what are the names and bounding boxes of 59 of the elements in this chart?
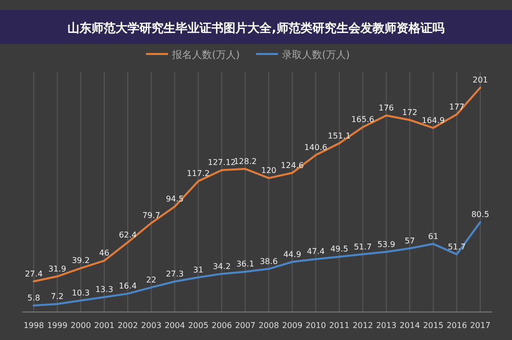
data-label: 172 <box>402 108 418 117</box>
x-tick-label: 2007 <box>235 321 256 330</box>
x-tick-label: 2006 <box>212 321 232 330</box>
data-label: 127.12 <box>208 158 236 168</box>
data-label: 31.9 <box>48 264 66 274</box>
x-tick-label: 2004 <box>164 321 185 330</box>
data-label: 176 <box>378 104 394 113</box>
data-label: 31 <box>193 265 204 274</box>
data-label: 5.8 <box>27 294 40 303</box>
data-label: 27.3 <box>166 270 184 279</box>
x-tick-label: 2012 <box>352 321 373 330</box>
data-label: 120 <box>261 166 276 176</box>
data-label: 151.1 <box>328 131 351 140</box>
data-label: 51.7 <box>354 242 372 252</box>
data-label: 80.5 <box>471 210 490 220</box>
data-label: 7.2 <box>50 292 64 301</box>
data-label: 49.5 <box>330 244 348 254</box>
x-tick-label: 2003 <box>141 321 162 330</box>
data-label: 57 <box>404 236 415 246</box>
x-tick-label: 2008 <box>258 321 279 330</box>
legend-label: 报名人数(万人) <box>171 49 240 61</box>
data-label: 44.9 <box>283 250 302 259</box>
x-tick-label: 2017 <box>470 321 490 330</box>
data-label: 79.7 <box>142 211 160 220</box>
chart-title: 山东师范大学研究生毕业证书图片大全,师范类研究生会发教师资格证吗 <box>68 21 444 35</box>
data-label: 164.9 <box>422 116 445 125</box>
data-label: 61 <box>428 232 438 241</box>
x-tick-label: 2016 <box>446 321 467 330</box>
data-label: 117.2 <box>186 169 210 178</box>
data-label: 201 <box>472 76 488 85</box>
data-label: 39.2 <box>72 256 90 266</box>
data-label: 53.9 <box>377 240 396 249</box>
x-tick-label: 2000 <box>70 321 91 330</box>
data-label: 36.1 <box>236 260 254 269</box>
data-label: 165.6 <box>351 115 374 124</box>
x-tick-label: 2005 <box>188 321 208 330</box>
x-tick-label: 2001 <box>94 321 114 330</box>
data-label: 13.3 <box>95 285 114 294</box>
data-label: 10.3 <box>72 288 90 298</box>
legend-label: 录取人数(万人) <box>282 50 350 61</box>
x-tick-label: 1998 <box>24 321 44 330</box>
data-label: 16.4 <box>118 282 137 291</box>
data-label: 46 <box>99 248 110 258</box>
data-label: 128.2 <box>234 156 257 166</box>
data-label: 27.4 <box>24 269 43 278</box>
x-tick-label: 1999 <box>47 321 68 330</box>
data-label: 22 <box>146 275 156 284</box>
x-tick-label: 2002 <box>118 321 138 330</box>
data-label: 62.4 <box>118 230 137 240</box>
x-tick-label: 2011 <box>329 321 350 330</box>
x-tick-label: 2010 <box>306 321 326 330</box>
x-tick-label: 2014 <box>400 321 420 330</box>
data-label: 140.6 <box>304 143 328 152</box>
x-tick-label: 2013 <box>376 321 396 330</box>
data-label: 47.4 <box>306 247 325 256</box>
data-label: 38.6 <box>260 256 278 266</box>
data-label: 34.2 <box>212 262 231 271</box>
x-tick-label: 2015 <box>423 321 444 330</box>
x-tick-label: 2009 <box>282 321 302 330</box>
